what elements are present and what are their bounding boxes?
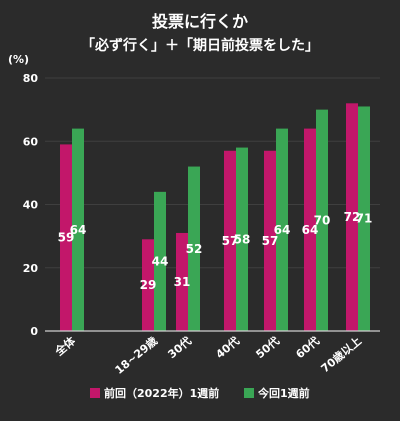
value-label: 52 bbox=[186, 242, 203, 256]
bar bbox=[358, 106, 370, 332]
bar bbox=[72, 128, 84, 331]
x-tick-label: 50代 bbox=[253, 334, 282, 362]
value-label: 44 bbox=[152, 254, 169, 268]
value-label: 57 bbox=[222, 234, 239, 248]
legend-label-previous: 前回（2022年）1週前 bbox=[104, 386, 219, 400]
bar bbox=[346, 103, 358, 331]
bar bbox=[188, 166, 200, 331]
legend: 前回（2022年）1週前 今回1週前 bbox=[90, 386, 310, 400]
x-tick-label: 全体 bbox=[51, 333, 78, 359]
y-tick-label: 20 bbox=[23, 262, 39, 275]
value-label: 59 bbox=[58, 231, 75, 245]
value-label: 64 bbox=[274, 223, 291, 237]
bar bbox=[60, 144, 72, 331]
y-axis-unit: (%) bbox=[8, 53, 29, 66]
bar bbox=[304, 128, 316, 331]
value-label: 72 bbox=[344, 210, 361, 224]
legend-label-current: 今回1週前 bbox=[257, 386, 310, 400]
bar bbox=[176, 232, 188, 331]
bar bbox=[316, 109, 328, 331]
value-label: 64 bbox=[302, 223, 319, 237]
value-label: 70 bbox=[314, 213, 331, 227]
bar bbox=[142, 239, 154, 331]
legend-swatch-previous bbox=[90, 388, 100, 398]
x-tick-label: 40代 bbox=[213, 334, 242, 362]
bars bbox=[60, 103, 370, 332]
value-label: 71 bbox=[356, 212, 373, 226]
bar bbox=[154, 191, 166, 331]
bar bbox=[224, 150, 236, 331]
gridlines bbox=[45, 77, 380, 269]
value-label: 57 bbox=[262, 234, 279, 248]
value-label: 31 bbox=[174, 275, 191, 289]
x-tick-label: 70歳以上 bbox=[318, 334, 364, 376]
y-tick-label: 80 bbox=[23, 72, 39, 85]
value-label: 58 bbox=[234, 232, 251, 246]
y-tick-label: 60 bbox=[23, 135, 39, 148]
y-tick-label: 0 bbox=[30, 325, 38, 338]
bar bbox=[276, 128, 288, 331]
chart-subtitle: 「必ず行く」＋「期日前投票をした」 bbox=[81, 37, 319, 54]
legend-swatch-current bbox=[244, 388, 254, 398]
bar bbox=[236, 147, 248, 331]
y-tick-label: 40 bbox=[23, 199, 39, 212]
x-tick-label: 18~29歳 bbox=[112, 334, 160, 377]
value-label: 64 bbox=[70, 223, 87, 237]
value-label: 29 bbox=[140, 278, 157, 292]
x-tick-label: 60代 bbox=[293, 334, 322, 362]
bar bbox=[264, 150, 276, 331]
x-tick-label: 30代 bbox=[165, 334, 194, 362]
chart-title: 投票に行くか bbox=[152, 12, 248, 31]
y-tick-labels: 0 20 40 60 80 bbox=[23, 72, 39, 338]
